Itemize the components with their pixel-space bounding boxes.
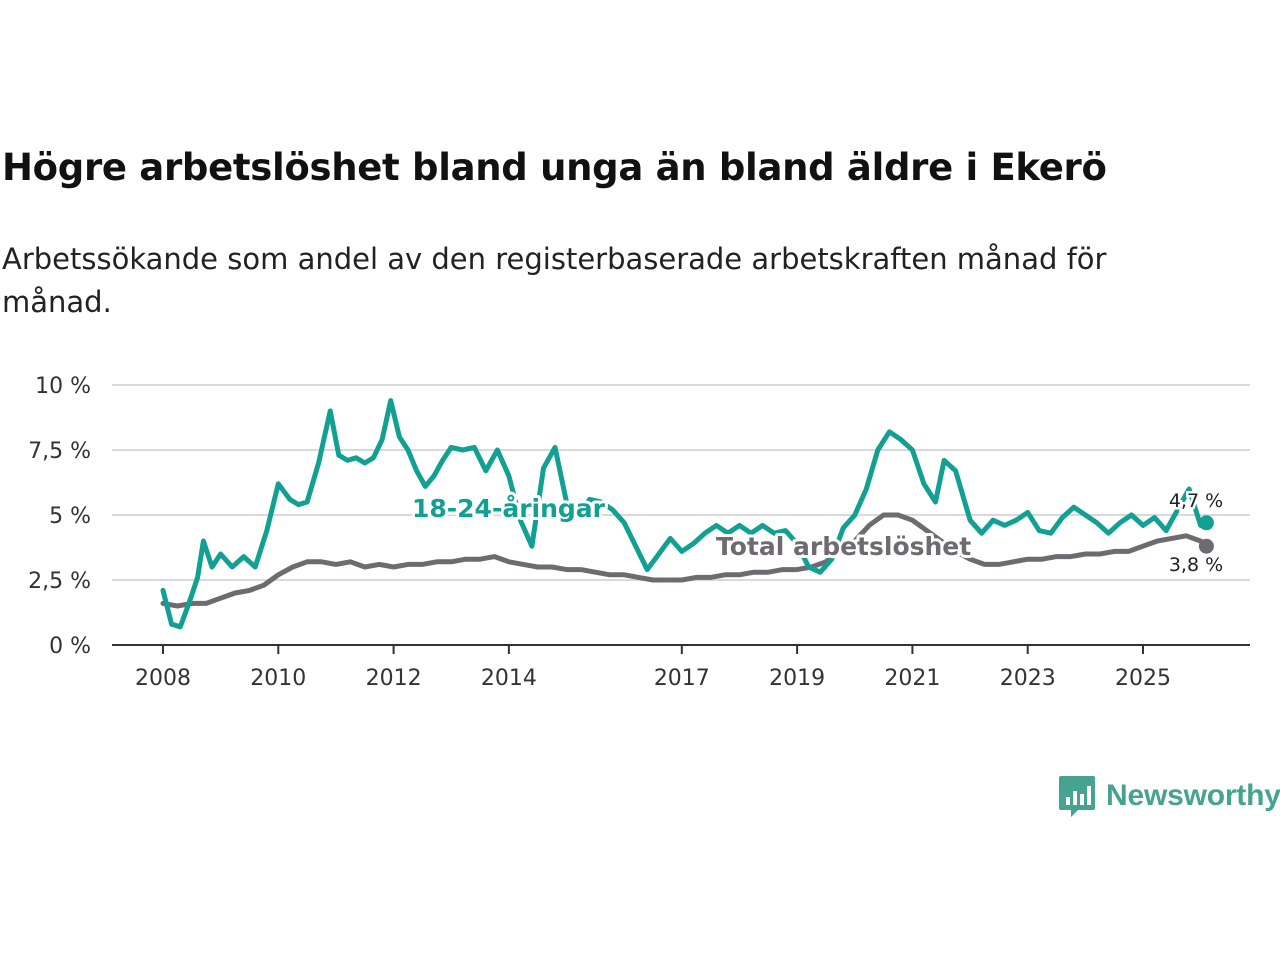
x-tick-label: 2008 <box>135 666 191 691</box>
line-chart: 0 % 2,5 % 5 % 7,5 % 10 % 2008 2010 2012 2014 2017… <box>28 374 1250 691</box>
x-tick-label: 2025 <box>1115 666 1171 691</box>
end-point-youth <box>1198 515 1214 531</box>
series-label-youth: 18-24-åringar <box>412 494 606 523</box>
newsworthy-logo[interactable]: Newsworthy <box>1058 774 1280 818</box>
newsworthy-logo-icon <box>1059 776 1095 817</box>
x-tick-label: 2017 <box>654 666 710 691</box>
y-tick-label: 2,5 % <box>28 569 91 594</box>
series-lines <box>160 398 1209 630</box>
chart-subtitle: Arbetssökande som andel av den registerb… <box>2 242 1107 319</box>
series-label-total: Total arbetslöshet <box>716 532 971 561</box>
x-tick-label: 2023 <box>1000 666 1056 691</box>
x-tick-label: 2019 <box>769 666 825 691</box>
x-tick-label: 2021 <box>884 666 940 691</box>
x-tick-label: 2010 <box>250 666 306 691</box>
x-tick-label: 2014 <box>481 666 537 691</box>
end-point-total <box>1198 538 1214 554</box>
end-markers: 4,7 % 3,8 % <box>1166 488 1225 579</box>
series-line-total <box>160 512 1209 609</box>
x-tick-label: 2012 <box>366 666 422 691</box>
y-tick-label: 10 % <box>35 374 91 399</box>
y-tick-label: 5 % <box>49 504 91 529</box>
y-tick-label: 0 % <box>49 634 91 659</box>
series-line-youth <box>160 398 1209 630</box>
newsworthy-logo-text: Newsworthy <box>1106 779 1280 812</box>
y-tick-label: 7,5 % <box>28 439 91 464</box>
axes: 0 % 2,5 % 5 % 7,5 % 10 % 2008 2010 2012 2014 2017… <box>28 374 1250 691</box>
end-label-youth: 4,7 % <box>1169 490 1223 512</box>
end-label-total: 3,8 % <box>1169 554 1223 576</box>
chart-title: Högre arbetslöshet bland unga än bland ä… <box>2 146 1107 189</box>
series-labels: 18-24-åringar Total arbetslöshet <box>409 491 974 564</box>
